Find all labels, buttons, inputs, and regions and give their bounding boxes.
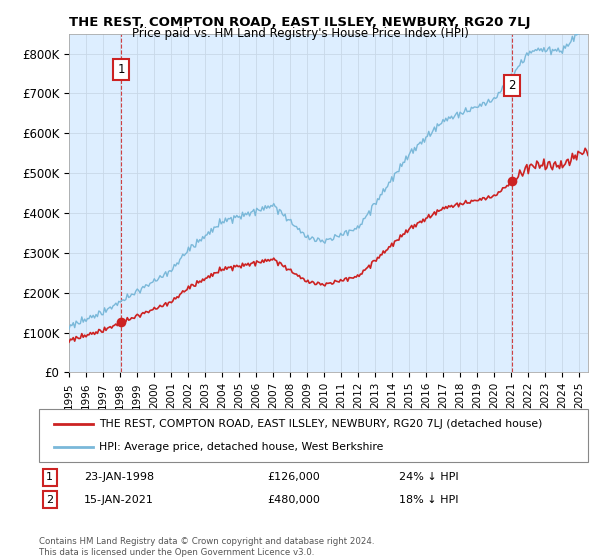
Text: 1: 1 [46, 472, 53, 482]
Text: £126,000: £126,000 [267, 472, 320, 482]
Text: £480,000: £480,000 [267, 494, 320, 505]
Text: Price paid vs. HM Land Registry's House Price Index (HPI): Price paid vs. HM Land Registry's House … [131, 27, 469, 40]
Text: 2: 2 [508, 79, 516, 92]
Text: 2: 2 [46, 494, 53, 505]
Text: 18% ↓ HPI: 18% ↓ HPI [399, 494, 458, 505]
Text: Contains HM Land Registry data © Crown copyright and database right 2024.
This d: Contains HM Land Registry data © Crown c… [39, 537, 374, 557]
Text: 15-JAN-2021: 15-JAN-2021 [84, 494, 154, 505]
Text: 24% ↓ HPI: 24% ↓ HPI [399, 472, 458, 482]
Text: HPI: Average price, detached house, West Berkshire: HPI: Average price, detached house, West… [99, 442, 383, 452]
Text: 23-JAN-1998: 23-JAN-1998 [84, 472, 154, 482]
Text: THE REST, COMPTON ROAD, EAST ILSLEY, NEWBURY, RG20 7LJ: THE REST, COMPTON ROAD, EAST ILSLEY, NEW… [69, 16, 531, 29]
Text: THE REST, COMPTON ROAD, EAST ILSLEY, NEWBURY, RG20 7LJ (detached house): THE REST, COMPTON ROAD, EAST ILSLEY, NEW… [99, 419, 542, 429]
Text: 1: 1 [118, 63, 125, 76]
